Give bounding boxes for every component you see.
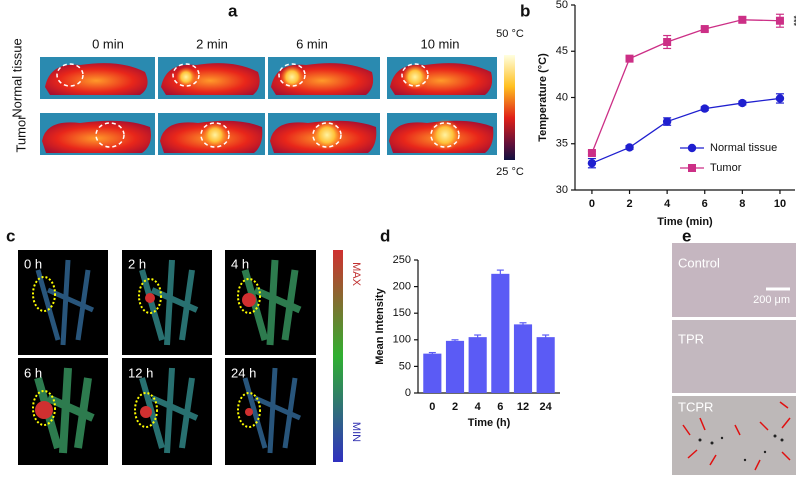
point (700, 25, 709, 34)
image-label: TPR (678, 331, 704, 346)
y-tick-label: 200 (393, 281, 411, 293)
y-tick-label: 100 (393, 334, 411, 346)
line (591, 97, 781, 164)
point (775, 94, 785, 103)
x-tick-label: 4 (664, 198, 671, 210)
point (663, 38, 672, 46)
row-label: Normal tissue (9, 38, 24, 117)
point (775, 16, 784, 25)
image-label: 2 h (128, 256, 146, 271)
legend-marker (687, 143, 697, 153)
bar (445, 340, 465, 393)
x-tick-label: 2 (626, 198, 632, 210)
image-label: 4 h (231, 256, 249, 271)
x-tick-label: 10 (774, 198, 786, 210)
image-label: Control (678, 255, 720, 270)
bar (513, 324, 533, 393)
point (738, 15, 747, 24)
colorbar-label: MIN (350, 422, 362, 442)
bar (491, 273, 510, 393)
panel-label: e (682, 226, 691, 245)
x-tick-label: 0 (429, 401, 435, 413)
colorbar (504, 55, 515, 160)
x-tick-label: 6 (702, 198, 708, 210)
panel-label: d (380, 226, 390, 245)
y-axis-title: Mean Intensity (374, 287, 386, 364)
colorbar-label: 50 °C (496, 28, 524, 40)
colorbar-label: 25 °C (496, 166, 524, 178)
y-tick-label: 50 (399, 360, 411, 372)
legend-label: Tumor (710, 162, 742, 174)
column-label: 2 min (196, 36, 228, 51)
scale-bar-label: 200 μm (753, 294, 790, 306)
column-label: 6 min (296, 36, 328, 51)
colorbar-label: MAX (350, 262, 362, 287)
image-label: 24 h (231, 365, 256, 380)
point (625, 143, 634, 152)
x-axis-title: Time (h) (468, 417, 511, 429)
annotation: *** (789, 15, 796, 26)
x-tick-label: 8 (739, 198, 745, 210)
point (587, 149, 596, 157)
bar (423, 353, 442, 393)
image-label: 12 h (128, 365, 153, 380)
line (591, 19, 780, 154)
image-label: 6 h (24, 365, 42, 380)
micrographs (672, 243, 796, 475)
panel-label: b (520, 1, 530, 20)
y-tick-label: 150 (393, 307, 411, 319)
x-tick-label: 4 (475, 401, 482, 413)
panel-label: a (228, 1, 238, 20)
point (587, 158, 597, 168)
x-axis-title: Time (min) (657, 216, 713, 228)
y-tick-label: 45 (556, 45, 568, 57)
panel-label: c (6, 226, 15, 245)
column-label: 10 min (420, 36, 459, 51)
bar (468, 337, 487, 393)
x-tick-label: 2 (452, 401, 458, 413)
y-tick-label: 0 (405, 387, 411, 399)
x-tick-label: 24 (540, 401, 553, 413)
y-tick-label: 35 (556, 138, 568, 150)
x-tick-label: 0 (589, 198, 595, 210)
thermal-images (40, 57, 497, 155)
colorbar (333, 250, 343, 462)
pa-images (18, 250, 316, 465)
point (700, 104, 709, 113)
legend-marker (688, 164, 696, 172)
y-axis-title: Temperature (°C) (537, 53, 549, 142)
row-label: Tumor (13, 115, 28, 153)
legend-label: Normal tissue (710, 142, 777, 154)
x-tick-label: 6 (497, 401, 503, 413)
y-tick-label: 250 (393, 254, 411, 266)
point (738, 98, 747, 108)
y-tick-label: 50 (556, 0, 568, 11)
y-tick-label: 30 (556, 184, 568, 196)
image-label: TCPR (678, 399, 713, 414)
y-tick-label: 40 (556, 91, 568, 103)
image-label: 0 h (24, 256, 42, 271)
point (625, 54, 634, 63)
x-tick-label: 12 (517, 401, 529, 413)
bar (536, 337, 555, 393)
column-label: 0 min (92, 36, 124, 51)
point (662, 117, 672, 126)
